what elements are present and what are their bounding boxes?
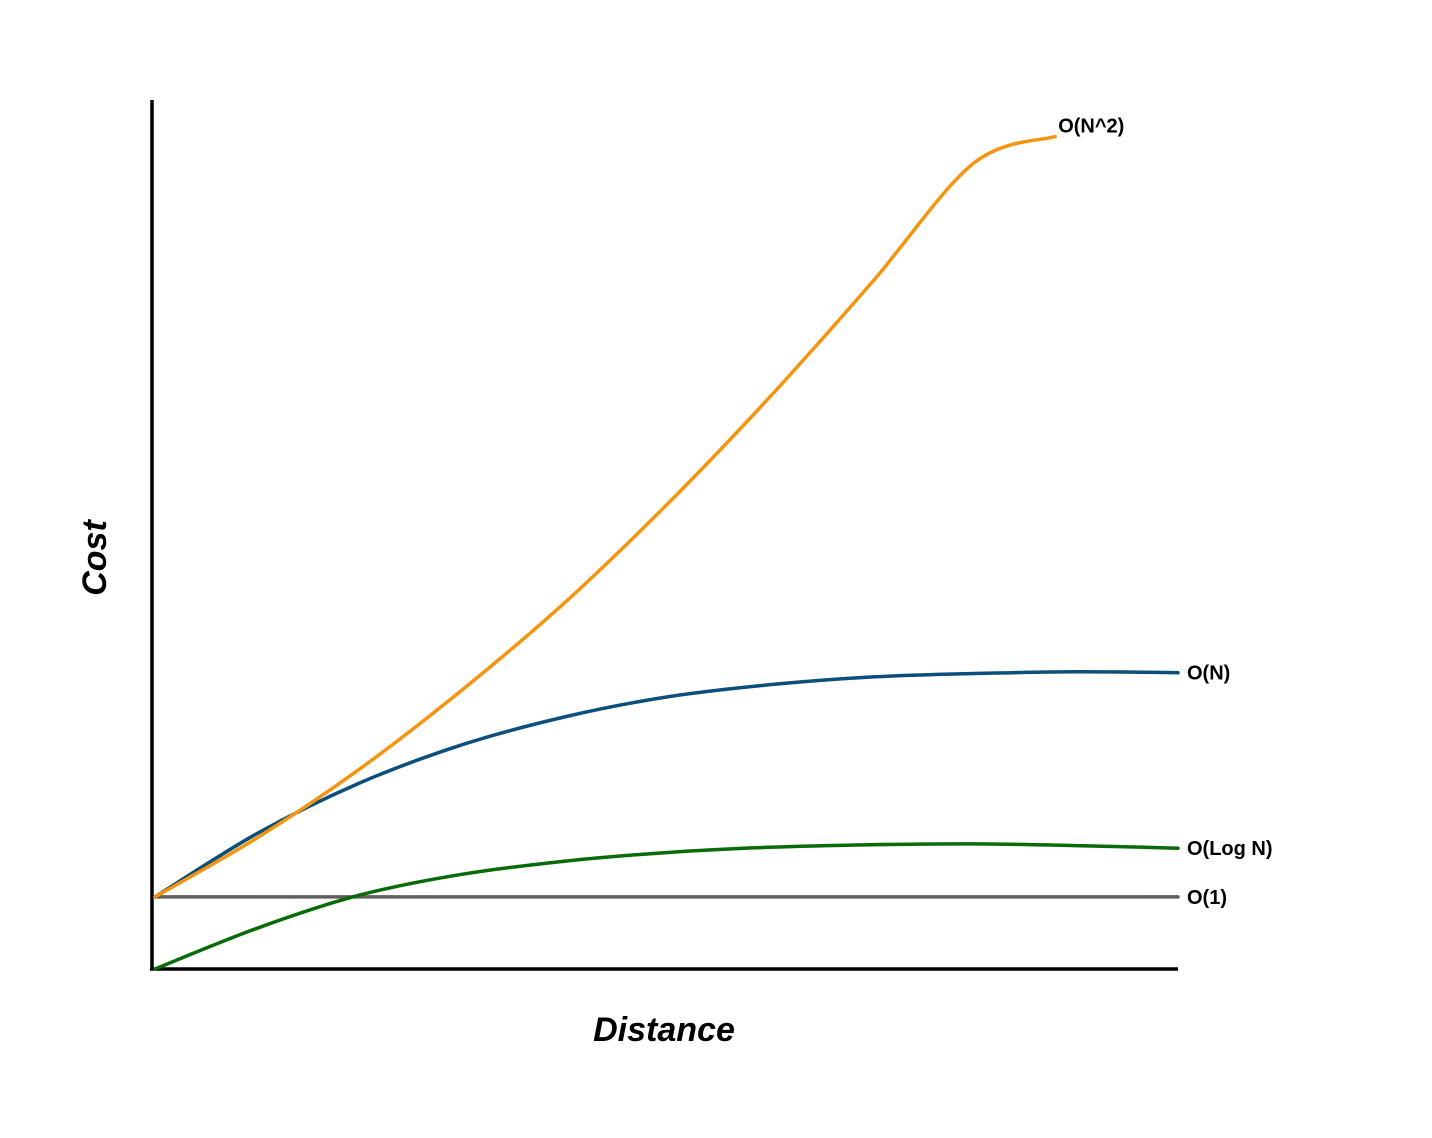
series-label-o-n: O(N) bbox=[1187, 663, 1230, 685]
series-label-o-1: O(1) bbox=[1187, 887, 1227, 909]
series-line-o-n-2 bbox=[153, 134, 1057, 899]
series-line-o-n bbox=[153, 670, 1180, 899]
x-axis-title: Distance bbox=[593, 1011, 735, 1049]
series-label-o-log-n: O(Log N) bbox=[1187, 838, 1273, 860]
series-layer: O(N^2) O(N) O(Log N) O(1) bbox=[153, 116, 1273, 971]
series-line-o-log-n bbox=[153, 842, 1180, 971]
y-axis-title: Cost bbox=[76, 519, 114, 596]
series-label-o-n-2: O(N^2) bbox=[1058, 116, 1124, 138]
